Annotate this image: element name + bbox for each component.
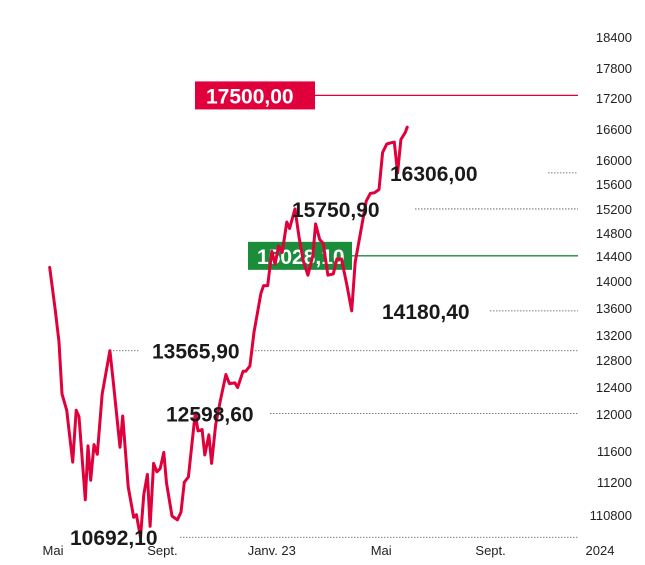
support-level: 15028,10 — [248, 241, 578, 270]
y-tick-label: 11200 — [597, 475, 632, 490]
annotation-high-mid: 15750,90 — [292, 199, 380, 222]
reference-lines — [110, 172, 578, 538]
y-tick-label: 13600 — [596, 301, 632, 316]
annotation-rebound: 12598,60 — [166, 404, 254, 427]
resistance-level: 17500,00 — [195, 81, 578, 110]
value-annotations: 16306,00 15750,90 14180,40 13565,90 1259… — [70, 163, 478, 550]
y-tick-label: 17800 — [596, 61, 632, 76]
y-tick-label: 12000 — [596, 407, 632, 422]
resistance-badge — [195, 81, 315, 110]
y-tick-label: 17200 — [596, 91, 632, 106]
x-tick-label: 2024 — [586, 543, 615, 558]
y-tick-label: 14400 — [596, 249, 632, 264]
y-tick-label: 15600 — [596, 177, 632, 192]
x-tick-label: Mai — [43, 543, 64, 558]
y-tick-label: 15200 — [596, 202, 632, 217]
x-tick-label: Mai — [371, 543, 392, 558]
y-tick-label: 12400 — [596, 380, 632, 395]
y-tick-label: 12800 — [596, 353, 632, 368]
x-axis-ticks: Mai Sept. Janv. 23 Mai Sept. 2024 — [43, 543, 615, 558]
resistance-label: 17500,00 — [206, 85, 294, 108]
y-tick-label: 14800 — [596, 226, 632, 241]
annotation-peak: 13565,90 — [152, 341, 240, 364]
y-tick-label: 13200 — [596, 328, 632, 343]
y-tick-label: 14000 — [596, 274, 632, 289]
y-tick-label: 16600 — [596, 122, 632, 137]
x-tick-label: Sept. — [147, 543, 177, 558]
annotation-low-mid: 14180,40 — [382, 301, 470, 324]
y-tick-label: 11600 — [597, 444, 632, 459]
annotation-low: 10692,10 — [70, 527, 158, 550]
annotation-high-late: 16306,00 — [390, 163, 478, 186]
y-tick-label: 18400 — [596, 30, 632, 45]
y-axis-ticks: 18400 17800 17200 16600 16000 15600 15200 14800… — [590, 30, 632, 523]
x-tick-label: Janv. 23 — [248, 543, 296, 558]
y-tick-label: 16000 — [596, 153, 632, 168]
y-tick-label: 110800 — [590, 508, 632, 523]
x-tick-label: Sept. — [475, 543, 505, 558]
series-line — [48, 125, 409, 539]
